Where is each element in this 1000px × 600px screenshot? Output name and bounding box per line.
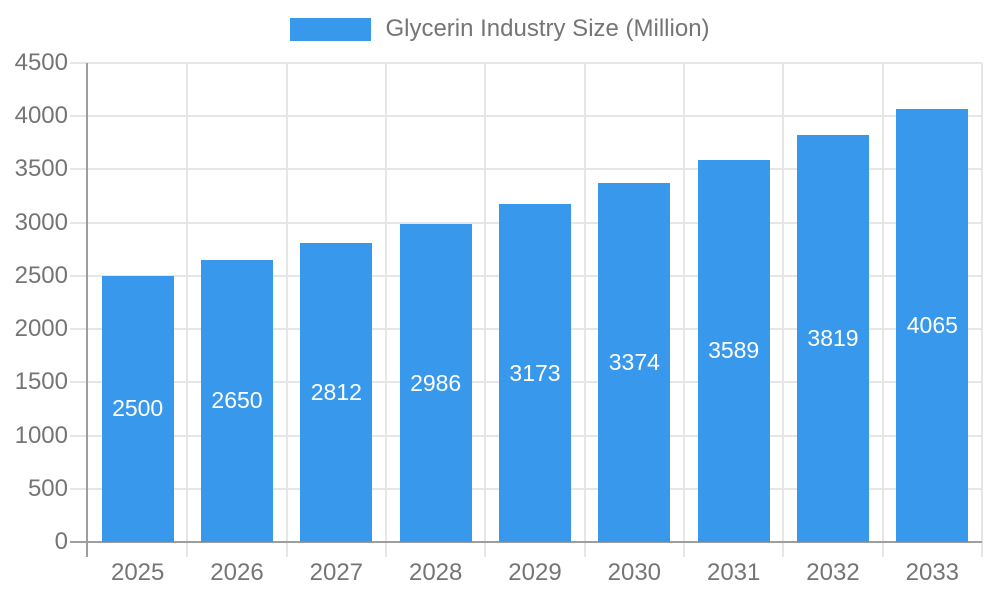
x-axis-tick [782, 542, 785, 557]
y-axis-label: 4500 [14, 49, 68, 76]
bar-value-label: 2986 [410, 369, 462, 396]
gridline-vertical [186, 63, 189, 542]
bar-value-label: 3374 [608, 348, 660, 375]
gridline-horizontal [88, 115, 982, 118]
gridline-horizontal [88, 62, 982, 64]
y-axis-tick [70, 115, 88, 118]
bar-2026[interactable]: 2650 [201, 259, 273, 542]
bar-value-label: 2500 [112, 395, 164, 422]
x-axis-label: 2033 [905, 559, 960, 586]
y-axis-tick [70, 62, 88, 64]
y-axis-tick [70, 434, 88, 437]
gridline-vertical [881, 63, 884, 542]
gridline-vertical [981, 63, 983, 542]
gridline-vertical [583, 63, 586, 542]
gridline-vertical [782, 63, 785, 542]
bar-2027[interactable]: 2812 [300, 242, 373, 542]
bar-value-label: 4065 [906, 312, 958, 339]
bar-2025[interactable]: 2500 [101, 275, 174, 542]
x-axis-label: 2026 [210, 559, 264, 586]
bar-value-label: 2812 [310, 378, 362, 405]
x-axis-label: 2027 [309, 559, 364, 586]
gridline-horizontal [88, 168, 982, 171]
legend-swatch [290, 17, 372, 41]
x-axis-label: 2032 [806, 559, 860, 586]
y-axis-label: 2000 [14, 315, 68, 343]
bar-2031[interactable]: 3589 [697, 159, 770, 542]
x-axis-line [70, 541, 982, 543]
bar-value-label: 3589 [708, 337, 760, 364]
x-axis-tick [285, 542, 288, 557]
bar-2028[interactable]: 2986 [399, 224, 472, 542]
y-axis-label: 4000 [14, 102, 68, 130]
y-axis-tick [70, 328, 88, 331]
x-axis-label: 2028 [408, 559, 463, 586]
legend[interactable]: Glycerin Industry Size (Million) [0, 15, 1000, 43]
gridline-vertical [385, 63, 387, 542]
y-axis-line [86, 63, 88, 557]
y-axis-label: 500 [27, 474, 68, 502]
y-axis-label: 3000 [14, 208, 68, 236]
y-axis-label: 1000 [14, 421, 68, 449]
legend-label: Glycerin Industry Size (Million) [385, 15, 710, 42]
y-axis-label: 3500 [14, 155, 68, 183]
bar-2033[interactable]: 4065 [896, 109, 969, 542]
x-axis-tick [881, 542, 884, 557]
gridline-vertical [484, 63, 487, 542]
bar-value-label: 2650 [211, 387, 263, 414]
y-axis-label: 0 [54, 528, 68, 555]
x-axis-tick [484, 542, 487, 557]
x-axis-label: 2029 [508, 559, 562, 586]
y-axis-tick [70, 274, 88, 277]
x-axis-label: 2031 [706, 559, 761, 586]
x-axis-label: 2025 [110, 559, 165, 586]
y-axis-tick [70, 487, 88, 490]
bar-value-label: 3819 [807, 325, 859, 352]
x-axis-tick [683, 542, 685, 557]
bar-2032[interactable]: 3819 [797, 135, 869, 542]
bar-value-label: 3173 [509, 359, 561, 386]
bar-2030[interactable]: 3374 [598, 182, 671, 542]
x-axis-label: 2030 [607, 559, 662, 586]
x-axis-tick [981, 542, 983, 557]
x-axis-tick [583, 542, 586, 557]
gridline-vertical [683, 63, 685, 542]
y-axis-tick [70, 381, 88, 384]
x-axis-tick [385, 542, 387, 557]
y-axis-label: 1500 [14, 368, 68, 396]
y-axis-tick [70, 221, 88, 224]
bar-2029[interactable]: 3173 [499, 204, 571, 542]
y-axis-label: 2500 [14, 261, 68, 289]
y-axis-tick [70, 168, 88, 171]
gridline-vertical [285, 63, 288, 542]
x-axis-tick [186, 542, 189, 557]
